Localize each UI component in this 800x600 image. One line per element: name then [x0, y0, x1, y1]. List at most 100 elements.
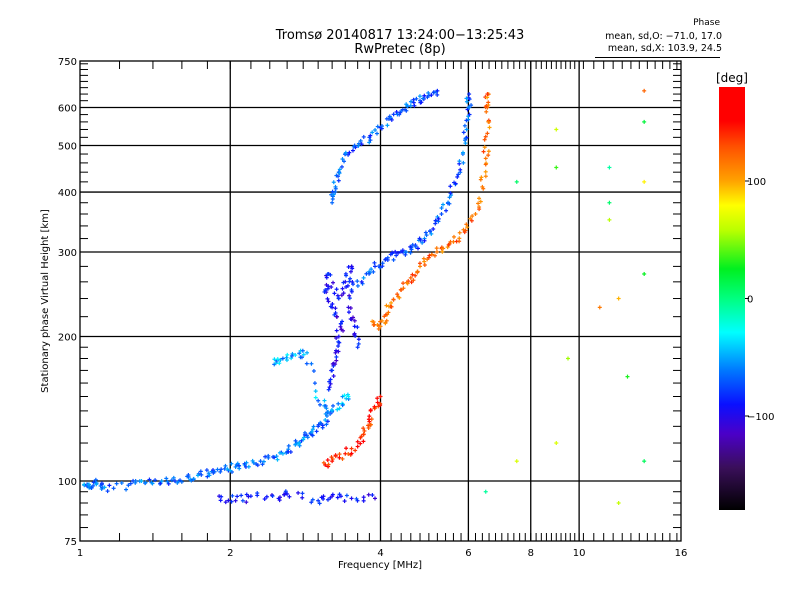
data-point — [334, 287, 339, 292]
data-point — [326, 284, 331, 289]
data-point — [368, 133, 373, 138]
colorbar-label: [deg] — [716, 71, 748, 85]
data-point — [229, 461, 234, 466]
data-point — [429, 231, 434, 236]
data-point — [244, 492, 249, 497]
data-point — [186, 474, 191, 479]
data-point — [417, 261, 422, 266]
data-point — [335, 293, 340, 298]
data-point — [299, 355, 304, 360]
data-point — [311, 424, 316, 429]
data-point — [206, 471, 211, 476]
data-point — [378, 394, 383, 399]
chart-title-line1: Tromsø 20140817 13:24:00−13:25:43 — [275, 28, 525, 43]
data-point — [331, 374, 336, 379]
data-point — [277, 498, 282, 503]
data-point — [607, 165, 612, 170]
data-point — [405, 104, 410, 109]
data-point — [300, 491, 305, 496]
data-point — [403, 252, 408, 257]
data-point — [336, 296, 341, 301]
data-point — [236, 463, 241, 468]
data-point — [255, 493, 260, 498]
data-point — [219, 494, 224, 499]
data-point — [143, 480, 148, 485]
data-point — [389, 300, 394, 305]
data-point — [336, 174, 341, 179]
data-point — [374, 131, 379, 136]
data-point — [401, 286, 406, 291]
data-point — [435, 92, 440, 97]
data-point — [372, 404, 377, 409]
data-point — [446, 242, 451, 247]
data-point — [373, 264, 378, 269]
data-point — [309, 429, 314, 434]
phase-stat-x-mode: mean, sd,X: 103.9, 24.5 — [607, 43, 722, 54]
data-point — [310, 427, 315, 432]
data-point — [301, 435, 306, 440]
data-point — [332, 291, 337, 296]
x-tick-label: 8 — [528, 548, 534, 559]
data-point — [337, 452, 342, 457]
data-point — [361, 495, 366, 500]
data-point — [435, 88, 440, 93]
data-point — [373, 127, 378, 132]
data-point — [139, 479, 144, 484]
data-point — [331, 192, 336, 197]
data-point — [421, 96, 426, 101]
data-point — [311, 368, 316, 373]
data-point — [456, 172, 461, 177]
data-point — [384, 116, 389, 121]
data-point — [467, 105, 472, 110]
data-point — [336, 344, 341, 349]
data-point — [411, 100, 416, 105]
data-point — [389, 304, 394, 309]
data-point — [285, 491, 290, 496]
data-point — [391, 257, 396, 262]
data-point — [483, 134, 488, 139]
data-point — [324, 413, 329, 418]
data-point — [382, 314, 387, 319]
data-point — [343, 150, 348, 155]
data-point — [331, 280, 336, 285]
data-point — [408, 244, 413, 249]
data-point — [229, 499, 234, 504]
data-point — [331, 403, 336, 408]
data-point — [342, 393, 347, 398]
data-point — [380, 261, 385, 266]
data-point — [293, 353, 298, 358]
data-point — [397, 295, 402, 300]
data-point — [233, 464, 238, 469]
data-point — [352, 318, 357, 323]
data-point — [233, 498, 238, 503]
data-point — [413, 273, 418, 278]
data-point — [462, 123, 467, 128]
data-point — [158, 481, 163, 486]
data-point — [320, 423, 325, 428]
data-point — [378, 401, 383, 406]
data-point — [355, 283, 360, 288]
data-point — [463, 228, 468, 233]
data-point — [340, 319, 345, 324]
data-point — [484, 109, 489, 114]
data-point — [328, 381, 333, 386]
data-point — [342, 159, 347, 164]
data-point — [383, 321, 388, 326]
data-point — [422, 238, 427, 243]
data-point — [367, 414, 372, 419]
data-point — [128, 481, 133, 486]
y-tick-label: 600 — [58, 104, 77, 115]
stats-underline — [595, 57, 720, 58]
data-point — [361, 134, 366, 139]
data-point — [391, 297, 396, 302]
data-point — [355, 345, 360, 350]
data-point — [411, 278, 416, 283]
data-point — [159, 479, 164, 484]
data-point — [333, 310, 338, 315]
data-point — [394, 253, 399, 258]
data-point — [223, 463, 228, 468]
data-point — [458, 167, 463, 172]
data-point — [414, 96, 419, 101]
data-point — [380, 124, 385, 129]
data-point — [361, 439, 366, 444]
